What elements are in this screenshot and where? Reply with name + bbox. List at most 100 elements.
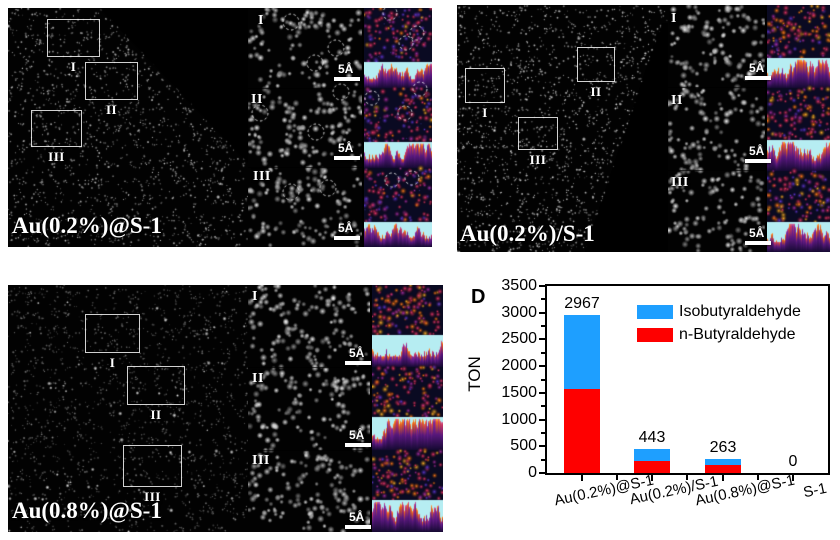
y-tick-label: 3000 xyxy=(501,303,537,321)
region-numeral: I xyxy=(109,355,116,370)
region-box xyxy=(577,47,615,82)
panel-catalyst-label: Au(0.8%)@S-1 xyxy=(12,498,162,523)
y-minor-tick xyxy=(541,325,545,328)
bar-isobutyraldehyde xyxy=(705,458,741,465)
scale-bar-label: 5Å xyxy=(338,141,354,155)
zoom-column-canvas xyxy=(248,8,362,247)
legend-label: n-Butyraldehyde xyxy=(679,326,796,343)
region-box xyxy=(123,445,182,487)
region-box xyxy=(47,19,100,57)
bar-n-butyraldehyde xyxy=(564,388,600,473)
y-tick xyxy=(539,311,545,314)
scale-bar xyxy=(345,525,371,529)
stem-panel-au08-encapsulated: I II III I II III 5Å 5Å 5Å Au(0.8%)@S-1 xyxy=(8,285,443,532)
y-minor-tick xyxy=(541,431,545,434)
y-tick xyxy=(539,418,545,421)
y-tick-label: 0 xyxy=(528,464,537,481)
zoom-column-canvas xyxy=(248,285,370,532)
region-numeral: II xyxy=(590,84,602,99)
stem-image-canvas xyxy=(8,8,248,247)
region-numeral: II xyxy=(105,102,118,117)
stem-panel-au02-encapsulated: I II III I II III 5Å 5Å 5Å Au(0.2%)@S-1 xyxy=(8,8,432,247)
region-box xyxy=(85,314,140,353)
y-tick xyxy=(539,391,545,394)
region-numeral: II xyxy=(150,407,162,422)
x-minor-tick xyxy=(616,475,618,480)
y-tick xyxy=(539,472,545,474)
y-tick-label: 1500 xyxy=(501,383,537,401)
scale-bar-label: 5Å xyxy=(749,144,765,158)
region-box xyxy=(465,68,505,103)
scale-bar-label: 5Å xyxy=(349,510,365,524)
y-tick-label: 3500 xyxy=(501,277,537,294)
panel-letter: D xyxy=(471,286,486,308)
scale-bar xyxy=(745,76,771,80)
scale-bar-label: 5Å xyxy=(349,428,365,442)
bar-isobutyraldehyde xyxy=(564,314,600,389)
zoom-numeral: I xyxy=(671,11,677,26)
y-tick-label: 2000 xyxy=(501,357,537,375)
x-tick xyxy=(722,475,724,481)
bar-isobutyraldehyde xyxy=(634,449,670,461)
plot-area xyxy=(545,284,830,475)
x-tick xyxy=(651,475,653,481)
region-box xyxy=(85,62,138,100)
intensity-profile-canvas xyxy=(364,8,432,247)
bar-total-label: 443 xyxy=(638,429,666,447)
zoom-numeral: III xyxy=(252,453,270,468)
scale-bar-label: 5Å xyxy=(749,226,765,240)
region-box xyxy=(31,110,82,147)
y-minor-tick xyxy=(541,351,545,354)
y-tick-label: 2500 xyxy=(501,330,537,348)
bar-n-butyraldehyde xyxy=(705,464,741,473)
zoom-column-canvas xyxy=(668,5,765,252)
bar-n-butyraldehyde xyxy=(634,460,670,473)
bar-total-label: 0 xyxy=(788,453,798,470)
stem-image-canvas xyxy=(8,285,248,532)
intensity-profile-canvas xyxy=(372,285,443,532)
scale-bar-label: 5Å xyxy=(749,61,765,75)
scale-bar xyxy=(345,361,371,365)
region-numeral: I xyxy=(482,105,488,120)
scale-bar xyxy=(345,443,371,447)
region-numeral: III xyxy=(529,152,547,167)
y-minor-tick xyxy=(541,378,545,381)
x-tick xyxy=(792,475,794,481)
zoom-numeral: III xyxy=(671,175,689,190)
legend-swatch-n-butyraldehyde xyxy=(637,328,673,342)
y-tick xyxy=(539,365,545,368)
zoom-numeral: I xyxy=(258,13,264,28)
region-numeral: III xyxy=(48,149,65,164)
panel-catalyst-label: Au(0.2%)/S-1 xyxy=(460,221,595,246)
y-minor-tick xyxy=(541,458,545,461)
panel-catalyst-label: Au(0.2%)@S-1 xyxy=(12,213,162,238)
region-numeral: III xyxy=(144,489,161,504)
y-tick-label: 500 xyxy=(510,437,537,455)
legend-label: Isobutyraldehyde xyxy=(679,303,801,320)
y-minor-tick xyxy=(541,298,545,301)
intensity-profile-canvas xyxy=(767,5,830,252)
x-minor-tick xyxy=(686,475,688,480)
region-box xyxy=(127,366,185,405)
zoom-numeral: I xyxy=(252,289,258,304)
y-minor-tick xyxy=(541,405,545,408)
scale-bar xyxy=(745,159,771,163)
scale-bar xyxy=(334,156,360,160)
zoom-numeral: II xyxy=(671,93,683,108)
scale-bar xyxy=(745,241,771,245)
y-tick xyxy=(539,285,545,287)
bar-total-label: 263 xyxy=(709,438,737,456)
y-axis-label: TON xyxy=(465,356,484,392)
scale-bar-label: 5Å xyxy=(349,346,365,360)
category-label: S-1 xyxy=(801,479,829,502)
zoom-numeral: II xyxy=(252,371,264,386)
scale-bar-label: 5Å xyxy=(338,62,354,76)
stem-image-canvas xyxy=(457,5,668,252)
x-tick xyxy=(581,475,583,481)
scale-bar xyxy=(334,236,360,240)
x-minor-tick xyxy=(757,475,759,480)
scale-bar-label: 5Å xyxy=(338,221,354,235)
zoom-numeral: II xyxy=(251,92,263,107)
y-tick xyxy=(539,445,545,448)
